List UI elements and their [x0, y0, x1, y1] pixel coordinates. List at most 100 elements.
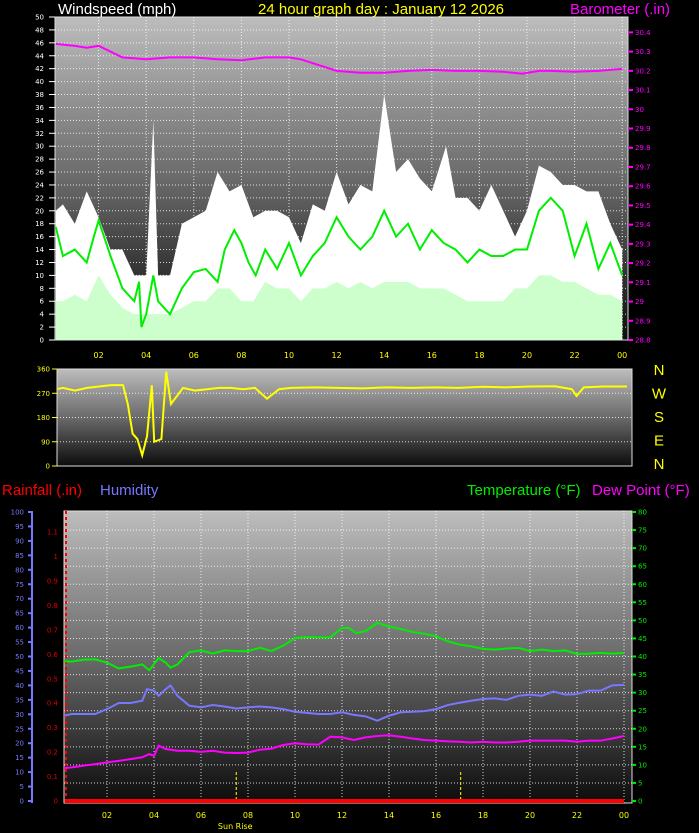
baro-axis-tick: 29.9 [635, 125, 651, 133]
humidity-axis-tick: 90 [15, 537, 24, 545]
x-axis-tick: 06 [189, 351, 199, 360]
rainfall-axis-tick: 0.7 [47, 626, 58, 634]
humidity-axis-tick: 65 [15, 610, 24, 618]
temp-axis-tick: 55 [638, 599, 647, 607]
direction-series [57, 371, 627, 459]
baro-axis-tick: 29.5 [635, 202, 651, 210]
temp-axis-tick: 20 [638, 725, 647, 733]
wind-axis-tick: 6 [40, 298, 45, 306]
humidity-axis-tick: 80 [15, 566, 24, 574]
x-axis-tick: 10 [284, 351, 294, 360]
wind-axis-tick: 20 [35, 207, 44, 215]
humidity-axis-tick: 35 [15, 696, 24, 704]
humidity-axis-tick: 95 [15, 523, 24, 531]
x-axis-tick: 08 [243, 811, 253, 820]
compass-label: N [654, 456, 665, 473]
wind-axis-tick: 44 [35, 52, 44, 60]
baro-axis-tick: 30.1 [635, 87, 651, 95]
gust-area [55, 94, 623, 340]
x-axis-tick: 16 [427, 351, 437, 360]
wind-axis-tick: 46 [35, 39, 44, 47]
wind-speed-area [55, 275, 623, 340]
direction-axis-tick: 270 [37, 390, 50, 398]
baro-axis-tick: 29.3 [635, 240, 651, 248]
humidity-line [64, 683, 625, 722]
climate-plot-area [63, 510, 633, 804]
direction-line [57, 371, 627, 459]
wind-axis-tick: 0 [40, 337, 44, 345]
baro-axis-tick: 30.4 [635, 29, 651, 37]
baro-axis-tick: 28.8 [635, 337, 651, 345]
direction-axis-tick: 180 [37, 414, 50, 422]
x-axis-tick: 16 [431, 811, 441, 820]
humidity-axis-tick: 30 [15, 711, 24, 719]
x-axis-tick: 00 [617, 351, 627, 360]
compass-label: E [654, 433, 664, 450]
temp-axis-tick: 10 [638, 761, 647, 769]
baro-axis-tick: 29.8 [635, 144, 651, 152]
humidity-axis-tick: 0 [20, 798, 24, 806]
wind-average-line [55, 196, 624, 328]
temperature-line [64, 621, 625, 672]
compass-label: N [654, 362, 665, 379]
humidity-axis-tick: 50 [15, 653, 24, 661]
baro-axis-tick: 29.2 [635, 260, 651, 268]
wind-axis-tick: 28 [35, 156, 44, 164]
x-axis-tick: 20 [525, 811, 535, 820]
legend-rainfall: Rainfall (.in) [2, 482, 82, 499]
x-axis-tick: 06 [196, 811, 206, 820]
x-axis-tick: 22 [572, 811, 582, 820]
rainfall-axis-tick: 0.4 [47, 700, 59, 708]
legend-humidity: Humidity [100, 482, 159, 499]
wind-axis-tick: 30 [35, 143, 44, 151]
rainfall-axis-tick: 1.1 [47, 529, 58, 537]
sunrise-label: Sun Rise [218, 822, 253, 831]
temp-axis-tick: 75 [638, 527, 647, 535]
x-axis-tick: 02 [94, 351, 104, 360]
temp-axis-tick: 0 [638, 798, 642, 806]
legend-dew-point: Dew Point (°F) [592, 482, 690, 499]
baro-axis-tick: 29.6 [635, 183, 651, 191]
wind-axis-tick: 32 [35, 130, 44, 138]
wind-axis-tick: 50 [35, 14, 44, 22]
humidity-axis-tick: 75 [15, 581, 24, 589]
temp-axis-tick: 30 [638, 689, 647, 697]
temp-axis-tick: 15 [638, 743, 647, 751]
temp-axis-tick: 25 [638, 707, 647, 715]
compass-label: S [654, 409, 664, 426]
rainfall-axis-tick: 0.8 [47, 602, 58, 610]
wind-axis-tick: 4 [40, 311, 45, 319]
baro-axis-tick: 30.2 [635, 67, 651, 75]
x-axis-tick: 00 [619, 811, 629, 820]
wind-axis-tick: 34 [35, 117, 44, 125]
x-axis-tick: 18 [474, 351, 484, 360]
x-axis-tick: 14 [384, 811, 394, 820]
wind-chart: 0246810121416182022242628303234363840424… [35, 14, 651, 361]
temp-axis-tick: 80 [638, 509, 647, 517]
baro-axis-tick: 30 [635, 106, 644, 114]
wind-axis-tick: 24 [35, 181, 44, 189]
wind-axis-tick: 22 [35, 194, 44, 202]
wind-axis-tick: 38 [35, 91, 44, 99]
windspeed-title: Windspeed (mph) [58, 1, 176, 18]
x-axis-tick: 14 [379, 351, 389, 360]
rainfall-axis-tick: 0.1 [47, 773, 58, 781]
baro-axis-tick: 29 [635, 298, 644, 306]
graph-title: 24 hour graph day : January 12 2026 [258, 1, 504, 18]
x-axis-tick: 20 [522, 351, 532, 360]
legend-temperature: Temperature (°F) [467, 482, 581, 499]
rainfall-axis-tick: 0.9 [47, 577, 58, 585]
x-axis-tick: 04 [149, 811, 159, 820]
x-axis-tick: 02 [102, 811, 112, 820]
temp-axis-tick: 70 [638, 545, 647, 553]
baro-axis-tick: 29.7 [635, 163, 651, 171]
wind-axis-tick: 12 [35, 259, 44, 267]
x-axis-tick: 22 [570, 351, 580, 360]
x-axis-tick: 18 [478, 811, 488, 820]
humidity-axis-tick: 100 [11, 509, 24, 517]
wind-axis-tick: 48 [35, 26, 44, 34]
climate-series [64, 621, 625, 803]
direction-axis-tick: 360 [37, 366, 50, 374]
temp-axis-tick: 65 [638, 563, 647, 571]
